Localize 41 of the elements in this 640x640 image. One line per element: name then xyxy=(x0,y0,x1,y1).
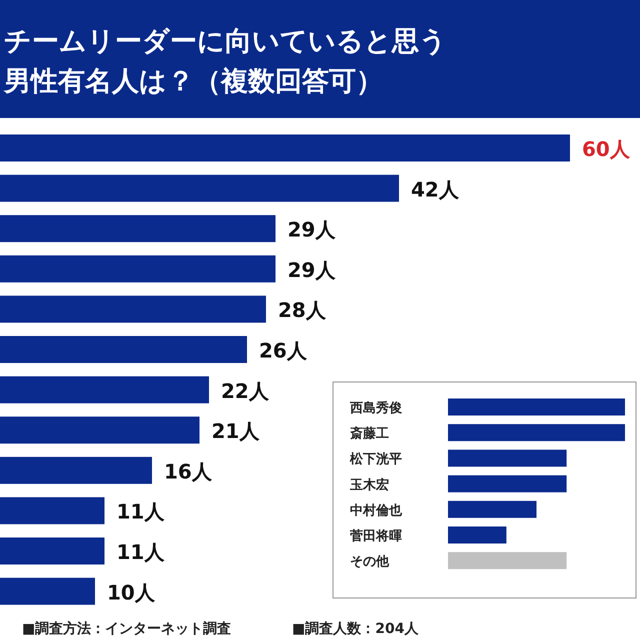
bar xyxy=(448,552,567,570)
text: ■調査人数：204人 xyxy=(292,620,420,637)
y-tick-label: 中村倫也 xyxy=(350,503,403,518)
y-tick-label: 菅田将暉 xyxy=(349,528,402,544)
bar xyxy=(0,336,247,363)
chart-title: チームリーダーに向いていると思う男性有名人は？（複数回答可） xyxy=(3,26,447,97)
bar xyxy=(0,456,152,484)
bar xyxy=(0,416,200,444)
y-tick-label: 斎藤工 xyxy=(350,426,389,442)
bar xyxy=(0,255,276,282)
text: ■調査方法：インターネット調査 xyxy=(22,620,232,637)
data-label: 26人 xyxy=(259,338,308,362)
data-label: 29人 xyxy=(288,258,336,282)
bar xyxy=(448,475,567,492)
y-tick-label: 西島秀俊 xyxy=(349,400,403,416)
data-label: 10人 xyxy=(107,580,156,604)
bar xyxy=(448,526,506,544)
data-label: 28人 xyxy=(278,298,327,322)
bar xyxy=(0,174,399,202)
bar xyxy=(0,538,104,564)
bar xyxy=(448,450,567,467)
data-label: 29人 xyxy=(288,218,336,242)
data-label: 11人 xyxy=(116,540,166,564)
data-label: 21人 xyxy=(212,419,260,444)
bar xyxy=(0,578,95,605)
bar xyxy=(0,497,104,524)
data-label: 42人 xyxy=(411,177,460,202)
bar xyxy=(448,424,625,442)
bar xyxy=(0,376,209,404)
bar xyxy=(0,215,276,242)
y-tick-label: 松下洸平 xyxy=(349,452,402,468)
y-tick-label: その他 xyxy=(350,554,390,570)
y-tick-label: 玉木宏 xyxy=(349,476,389,493)
bar xyxy=(0,134,570,162)
data-label: 60人 xyxy=(582,137,631,161)
data-label: 11人 xyxy=(116,500,166,524)
bar xyxy=(448,398,625,416)
data-label: 16人 xyxy=(164,459,213,484)
bar xyxy=(448,500,536,518)
data-label: 22人 xyxy=(221,378,270,403)
bar xyxy=(0,296,266,323)
